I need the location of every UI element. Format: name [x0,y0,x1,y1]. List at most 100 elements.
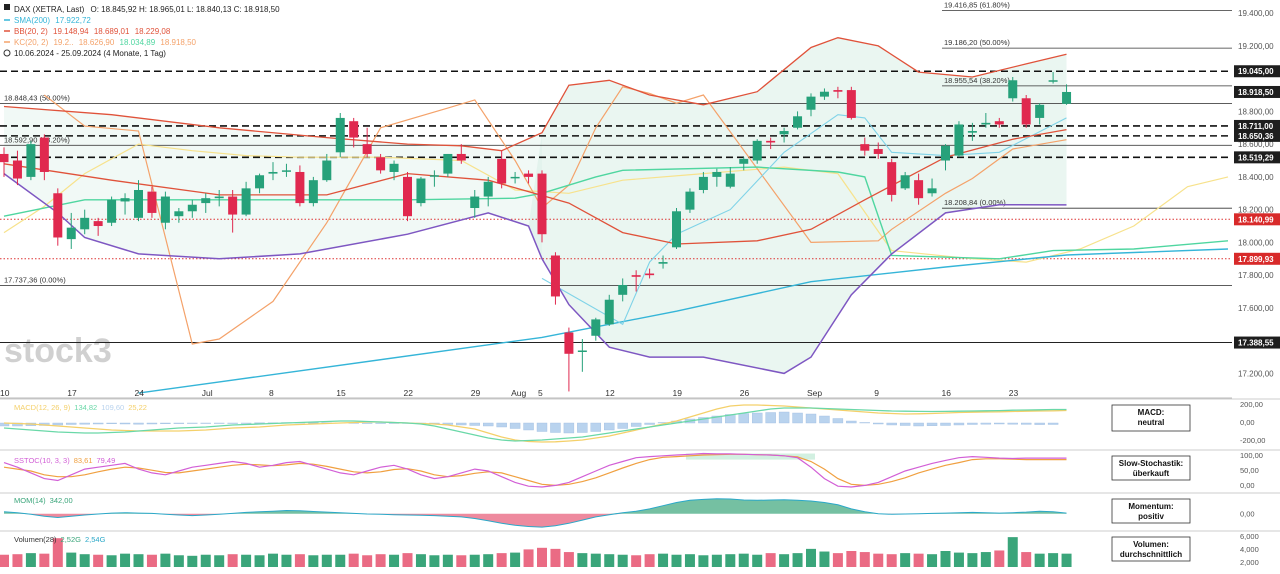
volume-bar [684,554,695,567]
volume-bar [483,554,494,567]
volume-bar [792,553,803,567]
panel-legend-value: 109,60 [101,403,124,412]
volume-bar [523,549,534,567]
macd-histogram-bar [509,422,521,429]
legend-kc-v4: 18.918,50 [160,38,196,47]
candle-up [335,117,345,153]
x-tick-label: 29 [471,388,481,398]
price-box [1234,129,1280,142]
price-axis: 19.400,00 19.200,00 18.800,00 18.600,00 18.4… [1234,9,1280,378]
panel-axis-label: 100,00 [1240,451,1263,460]
volume-bar [644,554,655,567]
candle-down [456,153,466,161]
macd-histogram-bar [469,422,480,426]
volume-bar [308,555,319,567]
candle-up [510,176,520,179]
volume-bar [967,553,978,567]
macd-histogram-bar [563,422,575,434]
price-box-label: 18.140,99 [1238,215,1274,224]
candle-up [819,91,829,97]
candle-up [443,153,453,174]
macd-histogram-bar [819,415,830,424]
candle-down [537,173,547,235]
candle-down [860,144,870,151]
fibonacci-level-label: 19.416,85 (61.80%) [944,0,1010,9]
price-box [1234,213,1280,226]
macd-histogram-bar [994,422,1005,425]
volume-bar [39,553,50,567]
fibonacci-level-label: 18.592,90 (38.20%) [4,135,70,144]
candle-up [416,178,426,204]
macd-histogram-bar [752,412,763,424]
stoch-k-line [3,452,1067,488]
volume-bar [913,553,924,567]
panel-axis-label: 200,00 [1240,400,1263,409]
candle-down [147,191,157,213]
macd-histogram-bar [550,422,561,433]
candle-up [967,131,977,133]
macd-histogram-bar [967,422,978,425]
legend-bb-v1: 19.148,94 [53,27,89,36]
panel-legend: Volumen(28) 2,52G 2,54G [14,535,106,544]
macd-histogram-bar [66,422,77,425]
candle-down [524,173,534,177]
legend-bb-v2: 18.689,01 [94,27,130,36]
indicator-status-title: MACD: [1138,408,1165,417]
volume-bar [940,551,951,567]
candle-up [604,299,614,325]
macd-histogram-bar [738,413,749,424]
x-tick-label: 16 [942,388,952,398]
candle-up [66,227,76,240]
volume-bar [12,554,23,567]
bar-chart-icon [4,4,10,10]
candle-up [107,199,117,223]
macd-histogram-bar [213,422,225,424]
legend-kc-label: KC(20, 2) [14,38,49,47]
candle-down [631,275,641,277]
volume-bar [779,554,790,567]
volume-bar [873,553,884,567]
volume-bar [66,552,77,567]
macd-histogram-bar [630,422,642,427]
candle-down [1021,98,1031,125]
macd-histogram-bar [1034,422,1045,425]
candle-up [698,176,708,190]
candle-up [174,211,184,217]
candle-up [80,217,90,230]
candle-up [281,170,291,172]
volume-bar [187,555,198,567]
momentum-line [3,498,1067,528]
candle-down [873,149,883,154]
macd-histogram-bar [133,422,144,425]
fibonacci-level-label: 18.955,54 (38.20%) [944,76,1010,85]
fibonacci-level-label: 18.848,43 (50.00%) [4,93,70,102]
momentum-negative-area [4,513,1067,528]
macd-histogram-bar [52,422,63,426]
volume-bar [268,553,278,567]
candle-up [658,262,668,264]
volume-bar [146,554,157,567]
panel-legend: MACD(12, 26, 9) 134,82 109,60 25,22 [14,403,147,412]
volume-bar [698,555,709,567]
candle-up [26,144,36,177]
candle-up [120,198,130,202]
panel-legend-value: 2,52G [61,535,82,544]
macd-histogram-bar [496,422,507,428]
macd-histogram-bar [765,412,776,424]
candle-up [806,96,816,110]
x-tick-label: 19 [673,388,683,398]
candle-down [914,180,924,199]
indicator-lines [3,37,1229,394]
x-tick-label: 5 [538,388,543,398]
volume-bar [765,553,776,567]
legend-sma: SMA(200) 17.922,72 [14,16,91,25]
volume-bar [348,553,359,567]
legend-bb: BB(20, 2) 19.148,94 18.689,01 18.229,08 [14,27,171,36]
x-axis: 10 17 24 Jul 8 15 22 29 Aug 5 12 19 26 Sep 9 16 23 [0,388,1232,399]
bollinger-middle-line [3,128,1067,245]
candle-down [550,255,560,297]
volume-bar [25,553,36,567]
price-box-label: 18.519,29 [1238,153,1274,162]
x-tick-label: 15 [336,388,346,398]
macd-histogram-bar [617,422,628,429]
